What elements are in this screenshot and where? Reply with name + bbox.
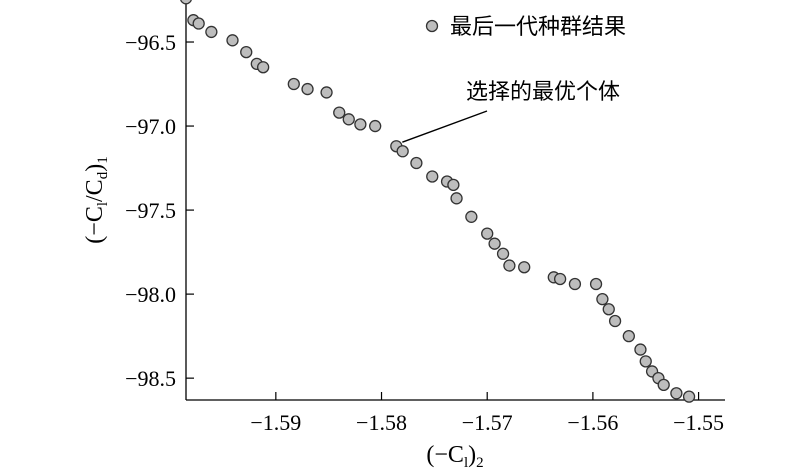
annotation-label: 选择的最优个体 xyxy=(466,80,620,105)
data-point xyxy=(568,277,582,291)
y-tick-label: −98.5 xyxy=(125,366,176,391)
legend-marker xyxy=(425,19,439,33)
data-point xyxy=(488,237,501,250)
y-axis-label: (−Cl/Cd)1 xyxy=(82,156,111,243)
x-axis-label: (−Cl)2 xyxy=(426,442,483,471)
data-point xyxy=(622,329,635,343)
data-point xyxy=(553,272,567,286)
data-point xyxy=(596,293,609,306)
x-tick-label: −1.56 xyxy=(567,410,618,435)
data-point xyxy=(639,355,652,368)
data-point xyxy=(634,343,647,356)
data-point xyxy=(589,277,603,291)
data-point xyxy=(320,86,333,99)
data-point xyxy=(481,227,494,240)
y-tick-label: −98.0 xyxy=(125,282,176,307)
legend: 最后一代种群结果 xyxy=(425,15,626,40)
y-axis-ticks: −96.5 −97.0 −97.5 −98.0 −98.5 xyxy=(125,30,194,391)
x-axis-ticks: −1.59 −1.58 −1.57 −1.56 −1.55 xyxy=(250,392,724,435)
x-tick-label: −1.57 xyxy=(462,410,513,435)
data-point xyxy=(496,247,510,260)
data-point xyxy=(465,210,478,223)
data-point xyxy=(602,303,615,316)
data-point xyxy=(226,34,239,47)
data-point xyxy=(410,156,423,170)
data-point xyxy=(205,25,218,39)
data-point xyxy=(240,45,253,59)
x-tick-label: −1.55 xyxy=(673,410,724,435)
annotation: 选择的最优个体 xyxy=(402,80,620,143)
data-point xyxy=(192,17,205,30)
data-point xyxy=(257,61,270,74)
y-tick-label: −97.0 xyxy=(125,114,176,139)
data-point xyxy=(608,314,622,328)
x-tick-label: −1.59 xyxy=(250,410,301,435)
data-point xyxy=(447,178,460,192)
data-point xyxy=(518,261,531,274)
data-point xyxy=(369,119,382,133)
x-tick-label: −1.58 xyxy=(356,410,407,435)
data-point xyxy=(287,77,300,91)
y-tick-label: −96.5 xyxy=(125,30,176,55)
data-point xyxy=(657,378,670,392)
data-point xyxy=(426,170,439,183)
annotation-pointer-line xyxy=(402,110,488,143)
data-point xyxy=(396,145,409,158)
y-tick-label: −97.5 xyxy=(125,198,176,223)
data-point xyxy=(682,390,696,403)
data-point xyxy=(354,118,367,131)
data-point xyxy=(503,259,516,272)
data-point xyxy=(180,0,192,5)
data-point xyxy=(342,113,355,126)
legend-label: 最后一代种群结果 xyxy=(450,15,626,40)
data-point xyxy=(301,82,314,96)
data-point xyxy=(450,192,463,205)
data-point xyxy=(333,106,346,119)
data-points xyxy=(180,0,696,403)
data-point xyxy=(670,387,683,400)
